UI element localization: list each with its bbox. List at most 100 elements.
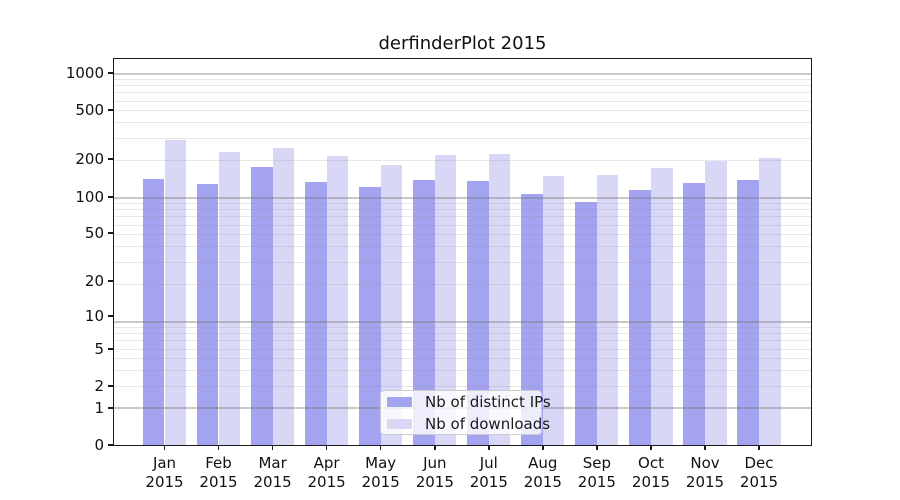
y-tick-mark	[108, 384, 113, 387]
x-tick-label: Apr 2015	[295, 454, 359, 492]
x-tick-year: 2015	[631, 472, 671, 491]
gridline-minor	[114, 110, 811, 112]
x-tick-month: Sep	[582, 454, 612, 472]
bar-downloads	[596, 174, 619, 445]
x-tick-year: 2015	[685, 472, 725, 491]
gridline-minor	[114, 122, 811, 124]
x-tick-year: 2015	[307, 472, 346, 491]
bar-downloads	[380, 164, 403, 445]
x-tick-label: Feb 2015	[187, 454, 251, 492]
y-tick-mark	[108, 280, 113, 282]
y-tick-label: 10	[84, 306, 104, 325]
bar-distinct-ips	[413, 179, 435, 445]
x-tick-month: Feb	[205, 454, 232, 472]
plot-area: Nb of distinct IPs Nb of downloads 1000 5…	[66, 58, 812, 491]
y-tick-mark	[108, 314, 113, 317]
bar-distinct-ips	[521, 193, 543, 445]
y-tick-label: 2	[94, 376, 104, 395]
legend-swatch-distinct-ips	[387, 396, 412, 407]
y-tick-label: 1	[94, 398, 104, 417]
y-tick-label: 0	[94, 436, 104, 454]
y-tick-label: 200	[75, 150, 104, 169]
x-tick-year: 2015	[739, 472, 779, 491]
x-tick-year: 2015	[253, 472, 292, 491]
bar-downloads	[218, 152, 241, 445]
bar-distinct-ips	[251, 167, 273, 445]
x-tick-mark	[434, 445, 436, 450]
y-tick-label: 1000	[65, 63, 104, 82]
gridline-minor	[114, 92, 811, 94]
y-tick-label: 5	[94, 339, 104, 358]
bar-downloads	[542, 176, 565, 445]
x-tick-mark	[271, 445, 274, 450]
x-tick-label: May 2015	[349, 454, 413, 492]
legend: Nb of distinct IPs Nb of downloads	[380, 390, 551, 435]
bar-downloads	[434, 155, 457, 445]
legend-item-distinct-ips: Nb of distinct IPs	[387, 393, 551, 411]
bar-distinct-ips	[683, 183, 705, 445]
x-tick-month: Mar	[258, 454, 287, 472]
y-tick-mark	[108, 195, 113, 198]
x-tick-label: Oct 2015	[619, 454, 683, 492]
x-tick-month: Aug	[528, 454, 558, 472]
y-tick-mark	[108, 232, 113, 235]
x-tick-label: Jun 2015	[403, 454, 467, 492]
x-tick-year: 2015	[523, 472, 562, 491]
x-tick-month: Nov	[690, 454, 720, 472]
x-tick-year: 2015	[469, 472, 508, 491]
chart-title: derfinderPlot 2015	[378, 33, 547, 54]
bar-downloads	[759, 158, 781, 445]
gridline-minor	[114, 78, 811, 80]
gridline-minor	[114, 137, 811, 139]
x-tick-month: Dec	[744, 454, 774, 472]
x-tick-label: Sep 2015	[565, 454, 629, 492]
y-tick-mark	[108, 406, 113, 409]
y-tick-mark	[108, 444, 113, 446]
x-tick-mark	[704, 445, 706, 450]
x-tick-label: Jul 2015	[457, 454, 521, 492]
legend-swatch-downloads	[387, 418, 412, 429]
x-tick-month: Oct	[638, 454, 664, 472]
x-tick-year: 2015	[577, 472, 616, 491]
x-tick-mark	[325, 445, 328, 450]
bar-downloads	[164, 140, 187, 445]
x-tick-month: Jul	[479, 454, 498, 472]
y-tick-label: 20	[84, 272, 104, 290]
x-tick-label: Mar 2015	[241, 454, 305, 492]
y-tick-mark	[108, 71, 113, 74]
x-tick-mark	[163, 445, 166, 450]
x-tick-year: 2015	[199, 472, 238, 491]
x-tick-mark	[650, 445, 652, 450]
bar-downloads	[488, 154, 511, 445]
bar-distinct-ips	[575, 202, 597, 445]
bar-distinct-ips	[359, 187, 381, 445]
x-tick-mark	[758, 445, 760, 450]
bar-distinct-ips	[629, 189, 651, 445]
y-tick-mark	[108, 158, 113, 161]
x-tick-year: 2015	[361, 472, 400, 491]
x-tick-mark	[379, 445, 382, 450]
x-tick-mark	[488, 445, 490, 450]
bar-downloads	[326, 155, 349, 445]
x-tick-month: Apr	[313, 454, 340, 472]
x-tick-year: 2015	[415, 472, 454, 491]
bar-downloads	[272, 147, 295, 445]
y-tick-mark	[108, 347, 113, 350]
x-tick-mark	[596, 445, 598, 450]
x-tick-label: Dec 2015	[727, 454, 791, 492]
gridline-minor	[114, 100, 811, 102]
x-tick-label: Nov 2015	[673, 454, 737, 492]
y-tick-label: 500	[75, 101, 104, 120]
x-tick-month: Jun	[423, 454, 447, 472]
gridline-major	[114, 72, 811, 75]
bar-downloads	[705, 161, 727, 445]
x-tick-mark	[217, 445, 220, 450]
x-tick-month: Jan	[152, 454, 177, 472]
legend-label-distinct-ips: Nb of distinct IPs	[425, 392, 551, 411]
x-tick-label: Aug 2015	[511, 454, 575, 492]
gridline-minor	[114, 85, 811, 86]
bar-distinct-ips	[196, 184, 219, 445]
legend-item-downloads: Nb of downloads	[387, 415, 550, 433]
bar-distinct-ips	[142, 178, 165, 445]
